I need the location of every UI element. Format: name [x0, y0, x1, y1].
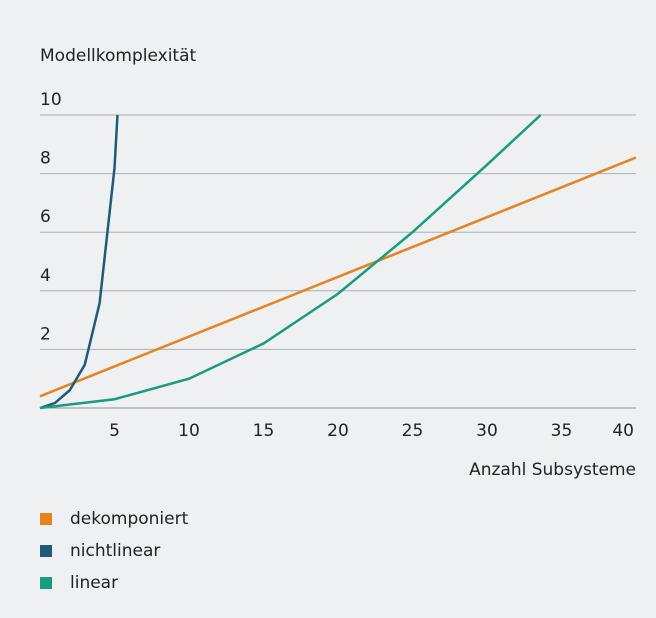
x-tick-label: 15	[253, 421, 275, 441]
legend-label: dekomponiert	[70, 509, 189, 529]
x-tick-label: 35	[551, 421, 573, 441]
legend-swatch	[40, 577, 52, 589]
x-tick-label: 40	[612, 421, 634, 441]
x-tick-label: 25	[402, 421, 424, 441]
x-axis-title: Anzahl Subsysteme	[469, 460, 636, 480]
y-axis-title: Modellkomplexität	[40, 46, 197, 66]
y-tick-label: 2	[40, 324, 51, 344]
x-tick-label: 30	[476, 421, 498, 441]
line-series	[39, 114, 119, 410]
y-tick-label: 10	[40, 90, 62, 110]
legend-label: linear	[70, 573, 118, 593]
legend-label: nichtlinear	[70, 541, 160, 561]
y-tick-label: 6	[40, 207, 51, 227]
line-series	[39, 114, 542, 410]
x-tick-label: 10	[178, 421, 200, 441]
legend-swatch	[40, 513, 52, 525]
legend-swatch	[40, 545, 52, 557]
y-tick-label: 4	[40, 266, 51, 286]
x-tick-label: 5	[109, 421, 120, 441]
y-tick-label: 8	[40, 149, 51, 169]
line-series	[39, 156, 637, 398]
x-tick-label: 20	[327, 421, 349, 441]
